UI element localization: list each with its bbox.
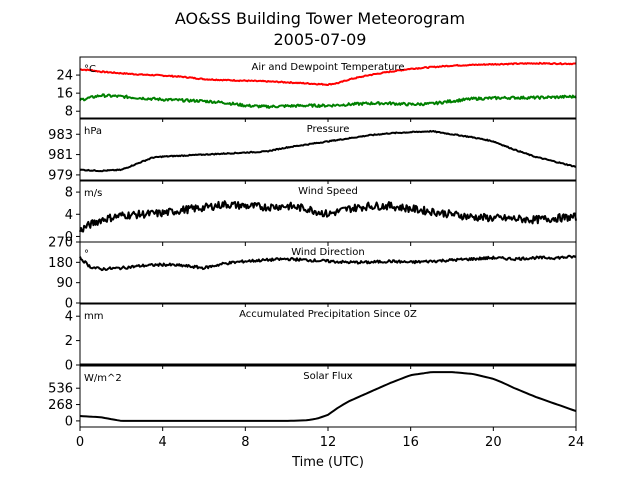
x-tick-label: 12 xyxy=(320,435,337,450)
panel-1: Pressure hPa 979 981 983 xyxy=(48,118,577,184)
series-line-1-0 xyxy=(79,129,577,173)
panel-unit-label: ° xyxy=(84,249,89,260)
series-line-0-0 xyxy=(80,61,577,86)
panel-unit-label: mm xyxy=(84,311,103,322)
x-tick-label: 8 xyxy=(241,435,249,450)
panel-2: Wind Speed m/s 0 4 8 xyxy=(65,180,577,246)
y-tick-label: 979 xyxy=(48,168,73,183)
x-tick-label: 24 xyxy=(568,435,585,450)
y-tick-label: 0 xyxy=(65,230,73,245)
y-tick-label: 0 xyxy=(65,297,73,312)
y-tick-label: 2 xyxy=(65,334,73,349)
panel-unit-label: m/s xyxy=(84,188,102,199)
series-line-5-0 xyxy=(79,371,577,422)
panel-0: Air and Dewpoint Temperature °C 8 16 24 xyxy=(56,56,577,122)
panel-4: Accumulated Precipitation Since 0Z mm 0 2 4 xyxy=(65,303,577,374)
y-tick-label: 16 xyxy=(56,87,73,102)
panel-title: Solar Flux xyxy=(303,371,353,382)
y-tick-label: 270 xyxy=(48,236,73,251)
chart-title: AO&SS Building Tower Meteorogram xyxy=(175,9,465,28)
y-tick-label: 8 xyxy=(65,186,73,201)
y-tick-label: 4 xyxy=(65,208,73,223)
y-tick-label: 983 xyxy=(48,128,73,143)
panel-title: Pressure xyxy=(307,124,350,135)
y-tick-label: 0 xyxy=(65,414,73,429)
y-tick-label: 268 xyxy=(48,398,73,413)
y-tick-label: 981 xyxy=(48,148,73,163)
panels-group: Air and Dewpoint Temperature°C81624Press… xyxy=(48,56,585,450)
y-tick-label: 8 xyxy=(65,105,73,120)
y-tick-label: 180 xyxy=(48,256,73,271)
y-tick-label: 90 xyxy=(56,276,73,291)
x-axis-label: Time (UTC) xyxy=(291,455,364,470)
x-tick-label: 16 xyxy=(402,435,419,450)
series-line-2-0 xyxy=(79,200,577,233)
y-tick-label: 0 xyxy=(65,359,73,374)
panel-title: Air and Dewpoint Temperature xyxy=(252,62,405,73)
series-line-3-0 xyxy=(79,254,577,272)
panel-title: Wind Speed xyxy=(298,186,358,197)
panel-3: Wind Direction ° 0 90 180 270 xyxy=(48,236,577,312)
y-tick-label: 536 xyxy=(48,382,73,397)
x-tick-label: 0 xyxy=(76,435,84,450)
panel-title: Wind Direction xyxy=(291,247,365,258)
x-tick-label: 4 xyxy=(159,435,167,450)
panel-title: Accumulated Precipitation Since 0Z xyxy=(239,309,417,320)
panel-unit-label: hPa xyxy=(84,126,102,137)
chart-subtitle: 2005-07-09 xyxy=(274,30,367,49)
y-tick-label: 4 xyxy=(65,310,73,325)
panel-unit-label: °C xyxy=(84,64,96,75)
y-tick-label: 24 xyxy=(56,69,73,84)
panel-unit-label: W/m^2 xyxy=(84,373,122,384)
series-line-0-1 xyxy=(79,93,577,109)
x-tick-label: 20 xyxy=(485,435,502,450)
